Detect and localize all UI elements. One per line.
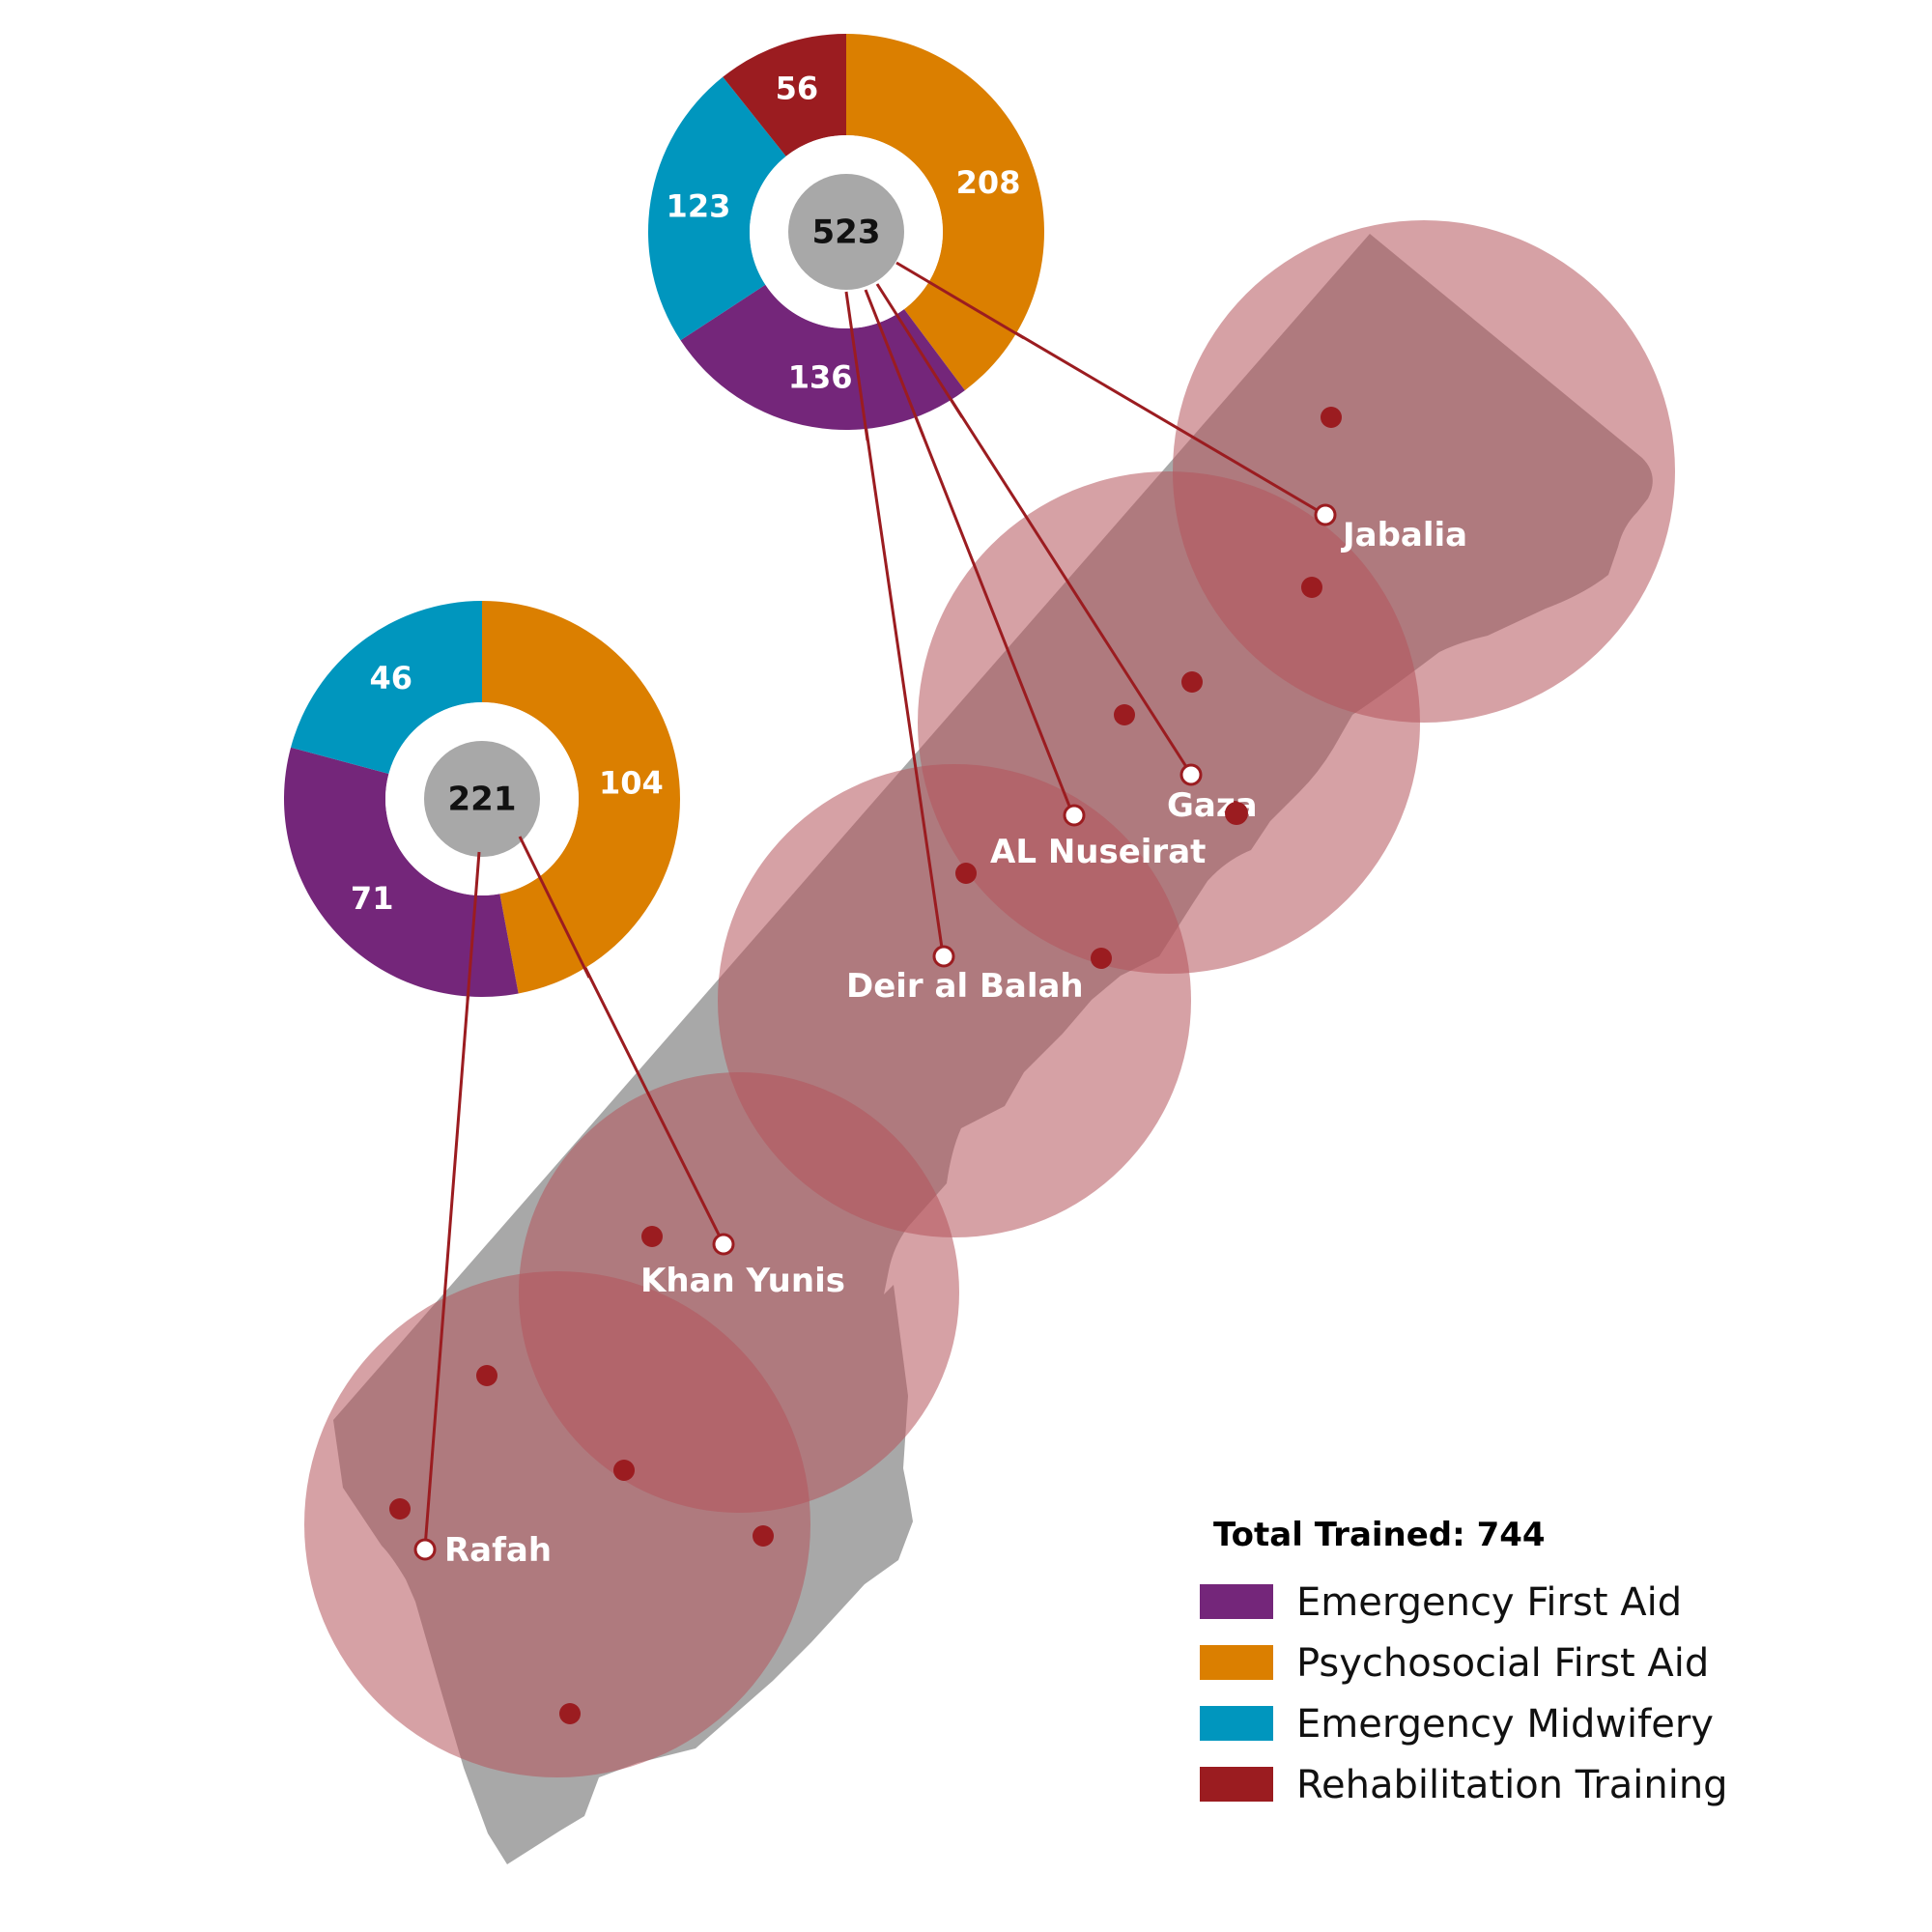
connector-origin-deir-al-balah (844, 291, 869, 441)
location-dot (1091, 948, 1112, 969)
legend: Total Trained: 744 Emergency First Aid P… (1200, 1516, 1728, 1807)
donut-slice-psychosocial-first-aid (846, 34, 1045, 391)
legend-label-emergency-midwifery: Emergency Midwifery (1296, 1702, 1714, 1747)
donut-total-south: 221 (448, 781, 517, 819)
donut-labels-north: 208 136 123 56 (667, 71, 1021, 396)
donut-center-south (424, 741, 540, 857)
legend-label-emergency-first-aid: Emergency First Aid (1296, 1580, 1682, 1625)
donut-value-emergency-first-aid: 136 (788, 359, 853, 396)
donut-slice-rehabilitation-training (723, 34, 846, 156)
legend-label-rehabilitation-training: Rehabilitation Training (1296, 1763, 1728, 1807)
legend-swatch-emergency-midwifery (1200, 1706, 1273, 1741)
connector-origin-rafah (466, 851, 481, 1002)
city-label-jabalia: Jabalia (1341, 516, 1467, 554)
location-dot (613, 1460, 635, 1481)
location-dot (641, 1226, 663, 1247)
donut-value-emergency-first-aid: 71 (351, 880, 394, 917)
connector-origin-jabalia (895, 261, 1025, 340)
donut-labels-south: 104 71 46 (351, 660, 664, 917)
legend-label-psychosocial-first-aid: Psychosocial First Aid (1296, 1641, 1709, 1686)
donut-slice-emergency-first-aid (680, 284, 965, 430)
location-dot (753, 1525, 774, 1547)
donut-value-rehabilitation-training: 56 (776, 71, 819, 107)
location-dot (955, 863, 977, 884)
donut-slice-emergency-first-aid (283, 747, 519, 997)
donut-slice-psychosocial-first-aid (482, 601, 681, 994)
city-label-rafah: Rafah (444, 1531, 552, 1570)
city-marker-al-nuseirat (1063, 804, 1086, 827)
city-marker-khan-yunis (712, 1233, 735, 1256)
location-dot (1225, 802, 1248, 825)
location-dot (476, 1365, 497, 1386)
city-label-al-nuseirat: AL Nuseirat (990, 833, 1206, 871)
region-circle-rafah (304, 1271, 810, 1777)
city-label-khan-yunis: Khan Yunis (640, 1262, 845, 1300)
city-marker-rafah (413, 1538, 437, 1561)
connector-origin-al-nuseirat (864, 289, 925, 438)
donut-value-psychosocial-first-aid: 208 (956, 164, 1021, 201)
city-marker-deir-al-balah (932, 945, 955, 968)
city-labels: Jabalia Gaza AL Nuseirat Deir al Balah K… (444, 516, 1467, 1570)
legend-swatch-psychosocial-first-aid (1200, 1645, 1273, 1680)
donut-chart-south: 221 104 71 46 (283, 601, 681, 997)
city-marker-jabalia (1314, 503, 1337, 526)
donut-slices-north (648, 34, 1045, 430)
connector-origins (466, 261, 1025, 1002)
connector-origin-gaza (875, 283, 964, 418)
donut-slice-emergency-midwifery (648, 76, 786, 341)
city-markers (413, 503, 1337, 1561)
legend-swatch-emergency-first-aid (1200, 1584, 1273, 1619)
donut-value-emergency-midwifery: 123 (667, 187, 731, 224)
donut-value-emergency-midwifery: 46 (369, 660, 412, 696)
donut-value-psychosocial-first-aid: 104 (599, 765, 664, 802)
region-circles (304, 220, 1675, 1777)
donut-slices-south (283, 601, 681, 997)
location-dot (1301, 577, 1322, 598)
location-dot (1181, 671, 1203, 693)
donut-center-north (788, 174, 904, 290)
city-label-deir-al-balah: Deir al Balah (846, 967, 1084, 1006)
connector-origin-khan-yunis (518, 836, 591, 979)
location-dot (1321, 407, 1342, 428)
donut-total-north: 523 (812, 213, 881, 252)
legend-title: Total Trained: 744 (1213, 1516, 1546, 1554)
location-dot (1114, 704, 1135, 725)
donut-slice-emergency-midwifery (291, 601, 482, 775)
city-marker-gaza (1179, 763, 1203, 786)
location-dot (389, 1498, 411, 1520)
location-dot (559, 1703, 581, 1724)
donut-chart-north: 523 208 136 123 56 (648, 34, 1045, 430)
legend-swatch-rehabilitation-training (1200, 1767, 1273, 1802)
